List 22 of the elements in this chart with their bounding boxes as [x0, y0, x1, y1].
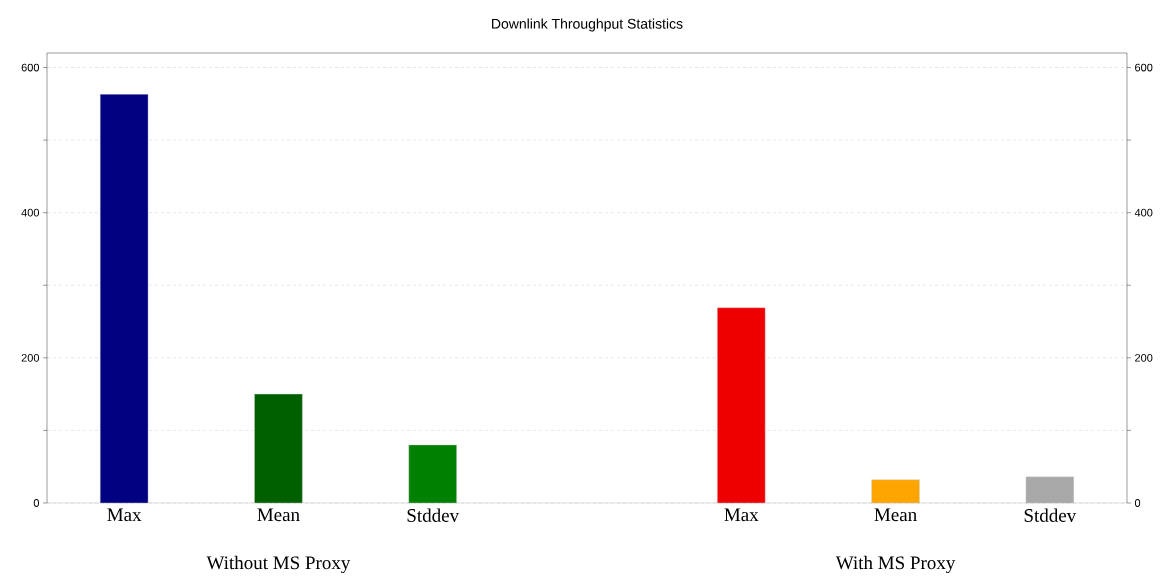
x-tick-label: Stddev [407, 508, 460, 522]
x-tick-label: Max [107, 508, 142, 522]
y-tick-label: 0 [33, 499, 40, 507]
bar [871, 479, 920, 504]
y-tick-label: 600 [21, 63, 40, 72]
bar [100, 94, 149, 504]
y2-tick-label: 200 [1135, 353, 1153, 362]
y-tick-label: 200 [21, 353, 40, 362]
y2-tick-label: 600 [1135, 63, 1153, 72]
x-tick-label: Max [724, 508, 759, 522]
chart-title: Downlink Throughput Statistics [492, 18, 683, 32]
x-tick-label: Stddev [1024, 508, 1077, 522]
x-tick-label: Mean [257, 508, 300, 522]
y-tick-label: 400 [21, 208, 40, 217]
bar [408, 444, 457, 504]
text: With MS Proxy [835, 555, 956, 574]
bar [254, 393, 303, 504]
x-tick-label: Mean [874, 508, 917, 522]
y2-tick-label: 400 [1134, 208, 1153, 217]
bar [717, 307, 766, 504]
y2-tick-label: 0 [1134, 499, 1141, 507]
text: Without MS Proxy [206, 555, 351, 574]
